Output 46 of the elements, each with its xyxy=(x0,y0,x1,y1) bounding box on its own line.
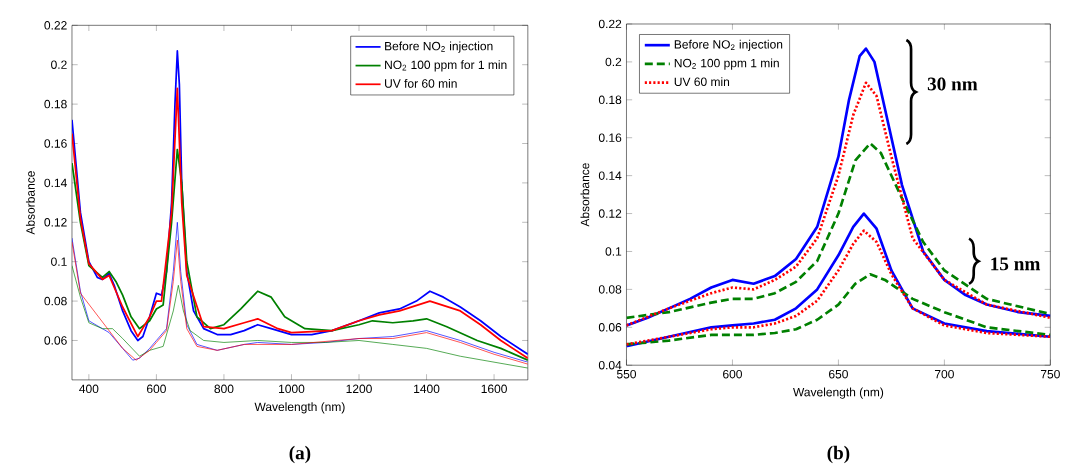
legend-label: UV for 60 min xyxy=(385,79,457,88)
x-axis-title: Wavelength (nm) xyxy=(793,387,884,399)
y-tick-label: 0.14 xyxy=(44,178,67,188)
x-tick-label: 550 xyxy=(616,370,637,379)
y-tick-label: 0.16 xyxy=(44,139,67,148)
y-tick-label: 0.18 xyxy=(598,95,622,105)
x-tick-label: 700 xyxy=(934,370,954,379)
x-tick-label: 400 xyxy=(79,384,99,394)
y-axis-title: Absorbance xyxy=(580,163,590,227)
y-tick-label: 0.08 xyxy=(44,297,67,306)
legend-label: NO$_{2}$ 100 ppm 1 min xyxy=(674,58,779,70)
y-tick-label: 0.1 xyxy=(51,257,67,267)
x-tick-label: 1000 xyxy=(279,384,305,394)
x-tick-label: 1400 xyxy=(414,384,440,394)
y-tick-label: 0.12 xyxy=(598,209,622,219)
x-tick-label: 800 xyxy=(214,384,234,394)
y-tick-label: 0.14 xyxy=(598,171,622,181)
y-tick-label: 0.08 xyxy=(598,285,622,294)
legend-label: Before NO$_{2}$ injection xyxy=(385,41,493,53)
y-tick-label: 0.22 xyxy=(598,19,622,29)
line-series xyxy=(71,148,528,362)
x-tick-label: 1200 xyxy=(346,384,372,394)
x-tick-label: 600 xyxy=(723,370,742,379)
y-tick-label: 0.2 xyxy=(605,57,622,67)
x-tick-label: 600 xyxy=(147,384,166,394)
x-tick-label: 1600 xyxy=(481,384,507,394)
legend-label: UV 60 min xyxy=(674,77,730,87)
legend-label: Before NO$_{2}$ injection xyxy=(674,40,783,52)
x-tick-label: 750 xyxy=(1040,370,1060,379)
text: (b) xyxy=(827,446,850,464)
y-tick-label: 0.06 xyxy=(44,336,67,345)
y-tick-label: 0.12 xyxy=(44,218,67,227)
annotation: 30 nm xyxy=(927,77,978,91)
y-tick-label: 0.18 xyxy=(44,100,67,109)
y-tick-label: 0.16 xyxy=(598,133,622,143)
y-axis-title: Absorbance xyxy=(25,171,35,235)
y-tick-label: 0.06 xyxy=(598,323,622,332)
y-tick-label: 0.1 xyxy=(605,247,622,256)
y-tick-label: 0.04 xyxy=(598,361,622,370)
y-tick-label: 0.22 xyxy=(44,21,67,30)
legend-label: NO$_{2}$ 100 ppm for 1 min xyxy=(385,60,507,72)
annotation: 15 nm xyxy=(991,257,1041,271)
text: (a) xyxy=(289,446,311,464)
x-tick-label: 650 xyxy=(829,370,848,379)
x-axis-title: Wavelength (nm) xyxy=(254,402,345,414)
y-tick-label: 0.2 xyxy=(51,60,67,70)
